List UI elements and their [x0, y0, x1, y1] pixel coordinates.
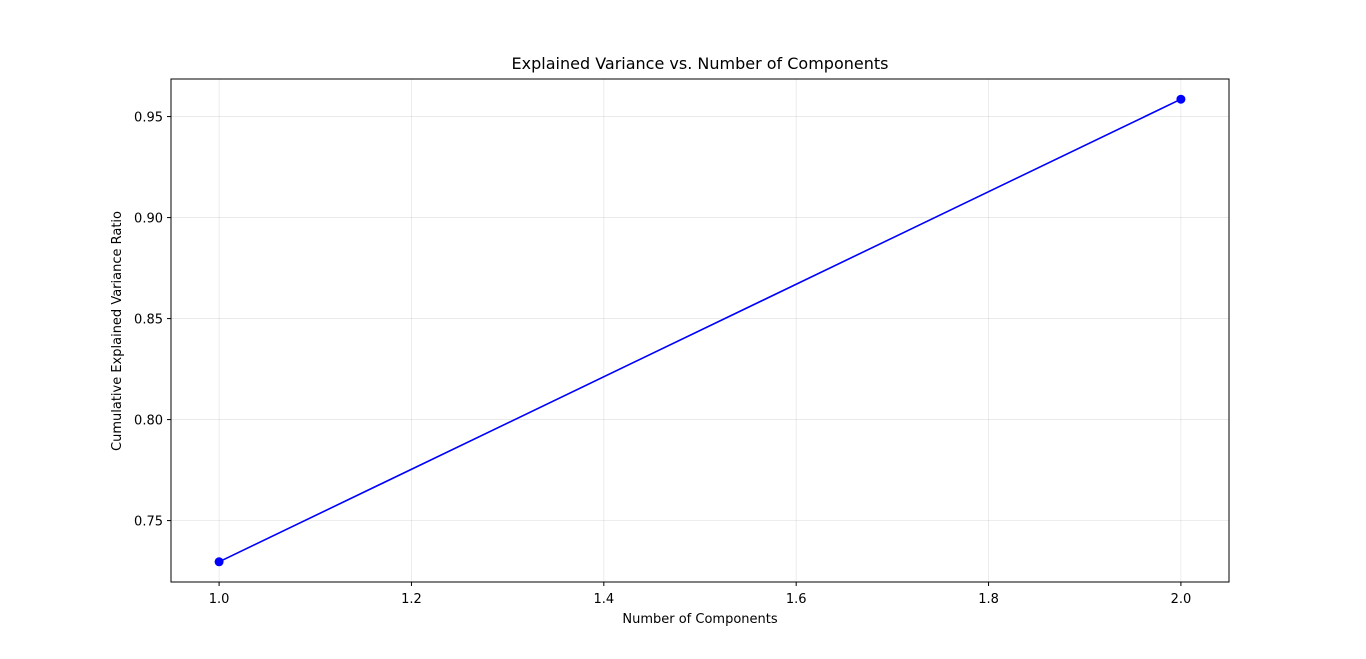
x-tick-label: 1.4	[593, 592, 614, 607]
y-tick-label: 0.90	[134, 212, 163, 227]
y-tick-label: 0.95	[134, 111, 163, 126]
chart-title: Explained Variance vs. Number of Compone…	[512, 54, 889, 73]
data-point-marker	[1176, 94, 1186, 104]
x-axis-ticks: 1.0 1.2 1.4 1.6 1.8 2.0	[209, 582, 1192, 607]
y-tick-label: 0.80	[134, 414, 163, 429]
y-axis-label: Cumulative Explained Variance Ratio	[110, 211, 125, 451]
series-line	[218, 98, 1182, 563]
y-tick-label: 0.75	[134, 515, 163, 530]
x-tick-label: 1.0	[209, 592, 230, 607]
x-tick-label: 1.8	[978, 592, 999, 607]
data-point-marker	[214, 557, 224, 567]
grid	[171, 79, 1229, 582]
x-tick-label: 2.0	[1171, 592, 1192, 607]
x-tick-label: 1.2	[401, 592, 422, 607]
x-axis-label: Number of Components	[622, 612, 777, 627]
y-axis-ticks: 0.75 0.80 0.85 0.90 0.95	[134, 111, 171, 530]
series-layer	[214, 94, 1186, 567]
x-tick-label: 1.6	[786, 592, 807, 607]
y-tick-label: 0.85	[134, 313, 163, 328]
plot-frame	[170, 78, 1230, 583]
